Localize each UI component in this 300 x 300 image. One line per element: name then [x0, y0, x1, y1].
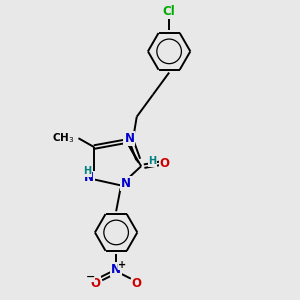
Text: H: H — [82, 166, 91, 176]
Text: N: N — [111, 263, 121, 276]
Text: O: O — [132, 277, 142, 290]
Text: +: + — [118, 260, 126, 269]
Text: O: O — [160, 157, 170, 170]
Text: −: − — [85, 272, 95, 282]
Text: N: N — [84, 172, 94, 184]
Text: Cl: Cl — [163, 5, 175, 18]
Text: N: N — [124, 132, 134, 145]
Text: CH$_3$: CH$_3$ — [52, 131, 75, 145]
Text: N: N — [121, 177, 131, 190]
Text: O: O — [91, 277, 100, 290]
Text: H: H — [148, 156, 156, 166]
